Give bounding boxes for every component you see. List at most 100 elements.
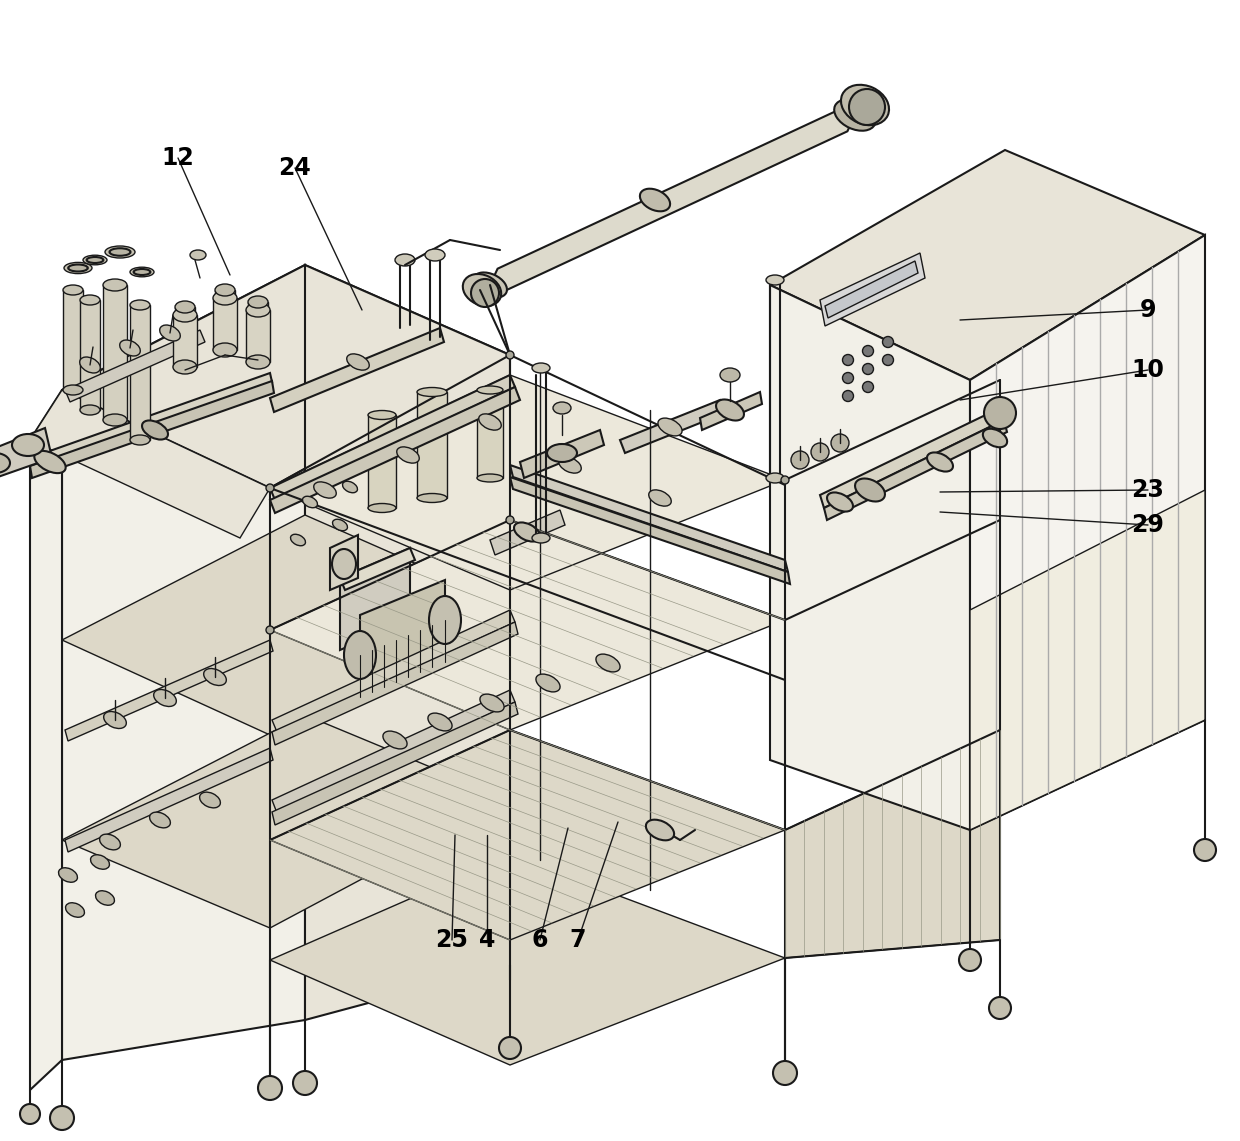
Ellipse shape [368,411,396,420]
Ellipse shape [290,534,305,545]
Ellipse shape [63,285,83,296]
Ellipse shape [479,414,501,430]
Polygon shape [270,855,785,1065]
Circle shape [471,280,498,307]
Polygon shape [417,393,446,497]
Ellipse shape [303,496,317,508]
Ellipse shape [477,386,503,394]
Ellipse shape [720,369,740,382]
Ellipse shape [248,296,268,308]
Polygon shape [213,298,237,350]
Ellipse shape [343,631,376,679]
Polygon shape [103,285,126,420]
Polygon shape [270,375,515,500]
Circle shape [985,397,1016,429]
Ellipse shape [515,523,539,542]
Circle shape [883,355,894,365]
Ellipse shape [120,340,140,356]
Polygon shape [63,290,83,390]
Ellipse shape [12,434,43,456]
Ellipse shape [58,868,77,882]
Ellipse shape [347,354,370,370]
Ellipse shape [0,453,10,474]
Ellipse shape [417,494,446,502]
Ellipse shape [174,361,197,374]
Polygon shape [270,730,785,940]
Polygon shape [30,381,274,478]
Ellipse shape [175,301,195,313]
Ellipse shape [81,296,100,305]
Ellipse shape [91,855,109,869]
Ellipse shape [397,447,419,463]
Ellipse shape [83,256,107,265]
Polygon shape [62,265,510,488]
Circle shape [791,451,808,469]
Circle shape [267,626,274,634]
Polygon shape [825,261,918,318]
Polygon shape [482,98,863,301]
Polygon shape [340,548,410,650]
Ellipse shape [532,363,551,373]
Circle shape [506,351,515,359]
Polygon shape [270,387,520,513]
Polygon shape [785,730,999,958]
Ellipse shape [174,308,197,322]
Polygon shape [340,548,415,590]
Circle shape [773,1061,797,1085]
Ellipse shape [130,267,154,277]
Ellipse shape [190,250,206,260]
Polygon shape [174,315,197,367]
Polygon shape [270,375,785,590]
Polygon shape [520,430,604,478]
Polygon shape [330,535,358,590]
Ellipse shape [103,414,126,426]
Circle shape [831,434,849,452]
Polygon shape [246,310,270,362]
Ellipse shape [64,262,92,274]
Polygon shape [770,149,1205,380]
Ellipse shape [553,402,570,414]
Polygon shape [64,748,273,852]
Ellipse shape [463,274,501,306]
Ellipse shape [95,891,114,905]
Circle shape [863,346,873,356]
Ellipse shape [200,792,221,808]
Polygon shape [62,265,305,1060]
Ellipse shape [215,284,236,296]
Circle shape [842,355,853,365]
Text: 10: 10 [1132,358,1164,382]
Ellipse shape [928,453,954,471]
Text: 4: 4 [479,928,495,952]
Ellipse shape [827,493,853,511]
Text: 29: 29 [1132,513,1164,537]
Circle shape [990,997,1011,1019]
Polygon shape [0,428,52,478]
Polygon shape [770,285,970,830]
Ellipse shape [63,385,83,395]
Ellipse shape [79,357,100,373]
Ellipse shape [649,489,671,507]
Polygon shape [81,300,100,410]
Circle shape [1194,839,1216,861]
Polygon shape [270,327,444,412]
Ellipse shape [477,474,503,482]
Ellipse shape [342,482,357,493]
Ellipse shape [332,549,356,578]
Ellipse shape [646,819,675,840]
Ellipse shape [99,834,120,850]
Ellipse shape [429,596,461,644]
Polygon shape [825,420,1007,520]
Ellipse shape [532,533,551,543]
Polygon shape [477,390,503,478]
Circle shape [50,1106,74,1130]
Polygon shape [620,400,725,453]
Text: 25: 25 [435,928,469,952]
Polygon shape [272,610,515,733]
Text: 7: 7 [569,928,587,952]
Ellipse shape [35,451,66,474]
Ellipse shape [130,435,150,445]
Polygon shape [305,265,510,1020]
Circle shape [498,1037,521,1059]
Text: 6: 6 [532,928,548,952]
Circle shape [781,476,789,484]
